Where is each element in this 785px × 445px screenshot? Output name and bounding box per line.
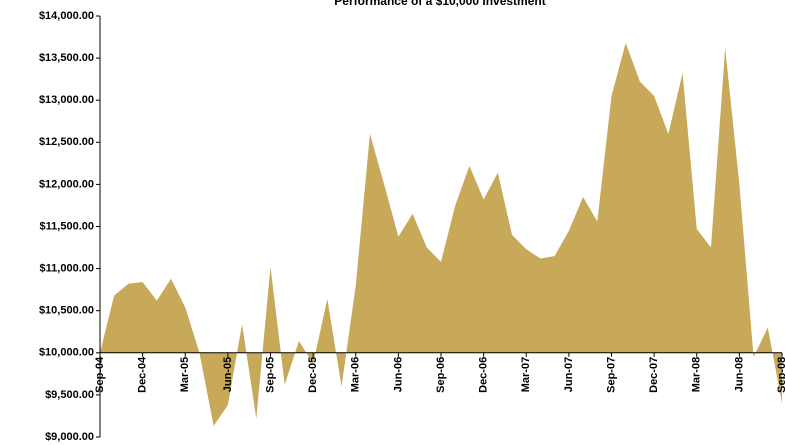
x-tick-label: Sep-05	[264, 357, 276, 393]
y-tick-label: $11,000.00	[40, 263, 94, 275]
y-tick-label: $14,000.00	[39, 10, 94, 22]
y-tick-label: $10,000.00	[39, 347, 94, 359]
y-tick-label: $10,500.00	[39, 305, 94, 317]
chart-title: Performance of a $10,000 Investment	[334, 0, 545, 8]
x-tick-label: Sep-08	[776, 357, 785, 393]
x-tick-label: Jun-05	[222, 357, 234, 392]
y-tick-label: $13,500.00	[39, 52, 94, 64]
x-tick-label: Dec-06	[478, 357, 490, 393]
x-tick-label: Sep-04	[94, 356, 106, 393]
x-tick-label: Jun-08	[733, 357, 745, 392]
y-tick-label: $13,000.00	[39, 94, 94, 106]
x-tick-label: Jun-07	[563, 357, 575, 392]
x-tick-label: Mar-08	[691, 357, 703, 392]
x-tick-label: Dec-04	[137, 356, 149, 393]
x-tick-label: Dec-05	[307, 357, 319, 393]
y-tick-label: $12,500.00	[39, 136, 94, 148]
y-tick-label: $12,000.00	[39, 178, 94, 190]
x-tick-label: Sep-06	[435, 357, 447, 393]
y-tick-label: $9,500.00	[45, 389, 94, 401]
y-tick-label: $11,500.00	[40, 220, 94, 232]
x-tick-label: Jun-06	[392, 357, 404, 392]
x-tick-label: Mar-06	[350, 357, 362, 392]
x-tick-label: Sep-07	[605, 357, 617, 393]
area	[100, 42, 782, 427]
x-tick-label: Mar-05	[179, 357, 191, 392]
x-tick-label: Mar-07	[520, 357, 532, 392]
x-tick-label: Dec-07	[648, 357, 660, 393]
y-tick-label: $9,000.00	[45, 431, 94, 443]
